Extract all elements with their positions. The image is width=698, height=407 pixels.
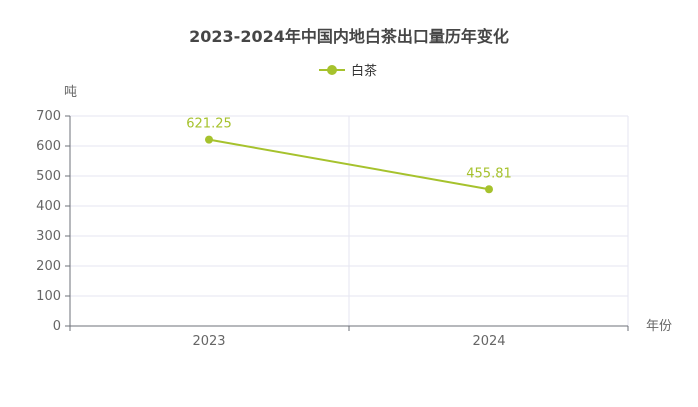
- y-tick-label: 100: [36, 289, 61, 304]
- chart-title: 2023-2024年中国内地白茶出口量历年变化: [189, 27, 509, 46]
- y-tick-label: 600: [36, 139, 61, 154]
- data-label: 621.25: [186, 117, 232, 132]
- x-axis-label: 年份: [646, 319, 672, 334]
- series-line: [208, 138, 490, 191]
- legend[interactable]: 白茶: [319, 63, 377, 79]
- legend-marker-icon: [327, 65, 337, 75]
- y-tick-label: 500: [36, 169, 61, 184]
- data-labels: 621.25 455.81: [186, 117, 512, 182]
- legend-label: 白茶: [351, 63, 377, 79]
- grid: [69, 115, 629, 326]
- series: [205, 135, 493, 194]
- y-tick-label: 300: [36, 229, 61, 244]
- x-tick-label: 2023: [192, 334, 225, 349]
- axes: 0 100 200 300 400 500 600 700 2023 2024: [36, 109, 629, 349]
- y-tick-label: 0: [53, 319, 61, 334]
- data-point[interactable]: [205, 135, 213, 144]
- y-tick-label: 400: [36, 199, 61, 214]
- y-tick-label: 700: [36, 109, 61, 124]
- data-point[interactable]: [485, 185, 493, 194]
- y-tick-label: 200: [36, 259, 61, 274]
- x-tick-label: 2024: [472, 334, 505, 349]
- data-label: 455.81: [466, 166, 512, 181]
- y-axis-label: 吨: [64, 85, 77, 100]
